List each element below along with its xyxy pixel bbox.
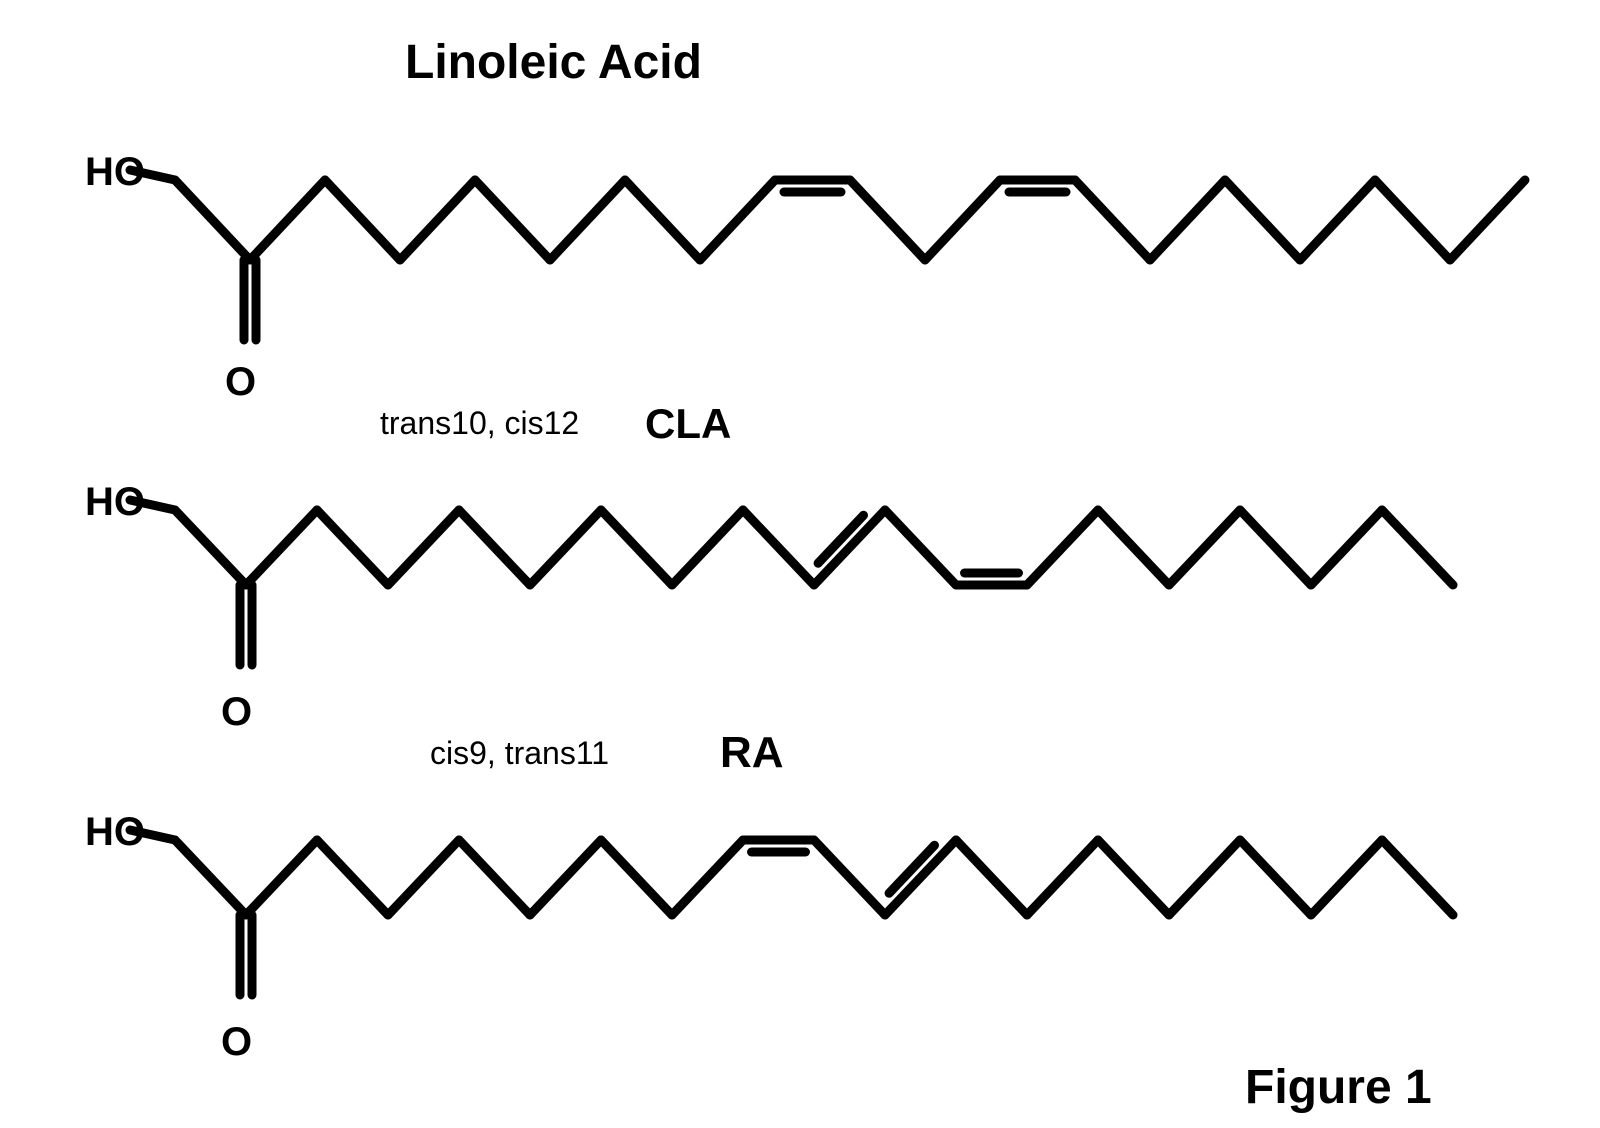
- cla-trans10-cis12-isomer-label: trans10, cis12: [380, 405, 579, 442]
- page-title: Linoleic Acid: [405, 35, 702, 90]
- ra-cis9-trans11-abbrev: RA: [720, 728, 784, 778]
- ra-cis9-trans11-isomer-label: cis9, trans11: [430, 735, 609, 772]
- molecule-ra-cis9-trans11: [0, 800, 1600, 1030]
- cla-trans10-cis12-abbrev: CLA: [645, 400, 731, 448]
- figure-label: Figure 1: [1245, 1060, 1432, 1115]
- molecule-linoleic-acid: [0, 140, 1600, 370]
- figure-canvas: Linoleic AcidFigure 1HOOtrans10, cis12CL…: [0, 0, 1600, 1128]
- molecule-cla-trans10-cis12: [0, 470, 1600, 700]
